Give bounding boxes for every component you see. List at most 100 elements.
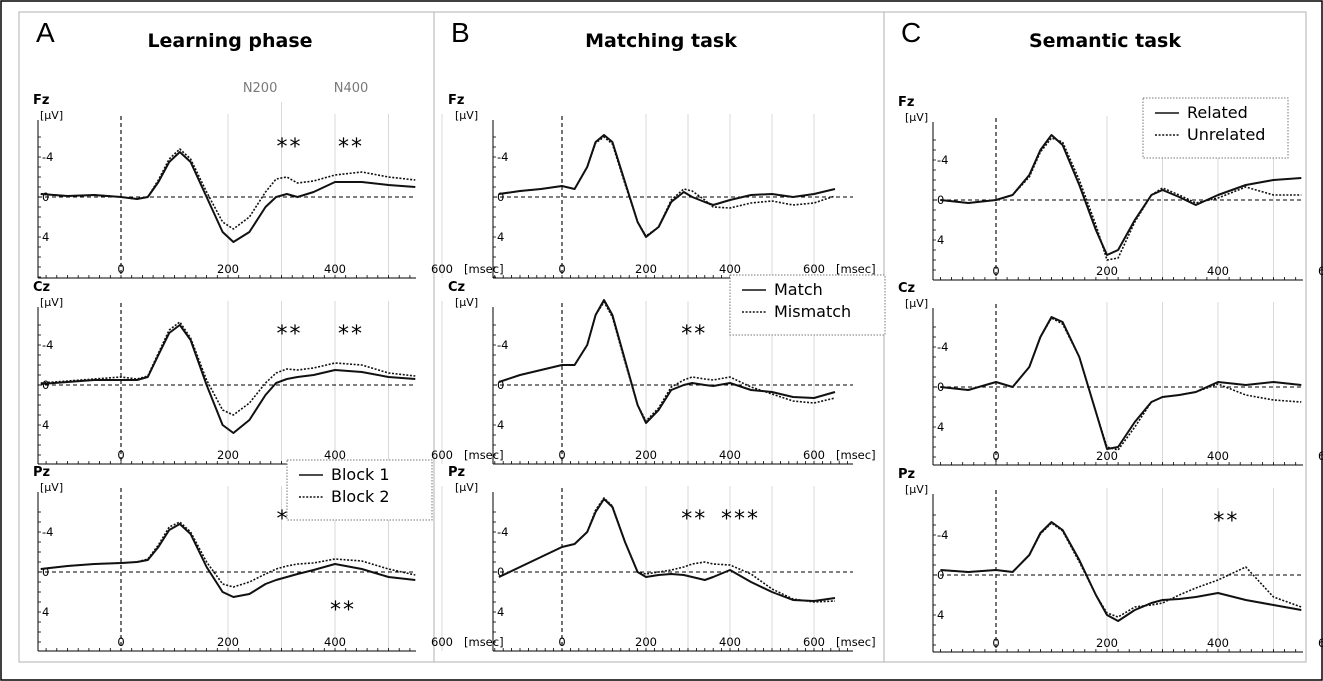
y-unit-label: [µV] xyxy=(905,297,928,310)
y-tick-label: 4 xyxy=(42,230,49,244)
channel-label: Pz xyxy=(898,467,915,482)
channel-label: Fz xyxy=(33,93,49,108)
y-tick-label: -4 xyxy=(937,153,948,167)
series-line-mismatch xyxy=(498,497,836,603)
channel-label: Pz xyxy=(33,465,50,480)
channel-label: Fz xyxy=(448,93,464,108)
x-tick-label: 600 xyxy=(1318,636,1323,650)
x-tick-label: 400 xyxy=(1207,636,1229,650)
x-tick-label: 600 xyxy=(803,262,825,276)
y-unit-label: [µV] xyxy=(40,109,63,122)
x-tick-label: 400 xyxy=(324,635,346,649)
x-tick-label: 0 xyxy=(558,262,565,276)
y-tick-label: -4 xyxy=(497,525,508,539)
legend-label: Mismatch xyxy=(774,302,851,321)
x-tick-label: 200 xyxy=(635,262,657,276)
x-tick-label: 600 xyxy=(803,635,825,649)
significance-mark: ** xyxy=(681,507,707,532)
y-unit-label: [µV] xyxy=(40,296,63,309)
y-tick-label: -4 xyxy=(497,338,508,352)
y-tick-label: -4 xyxy=(497,150,508,164)
component-label-n400: N400 xyxy=(334,81,369,96)
series-line-block-2 xyxy=(40,521,416,588)
significance-mark: ** xyxy=(277,322,303,347)
x-unit-label: [msec] xyxy=(464,448,504,462)
panel-title: Matching task xyxy=(585,30,737,52)
series-line-match xyxy=(498,134,836,238)
legend: Match Mismatch xyxy=(729,274,886,336)
channel-label: Fz xyxy=(898,95,914,110)
series-line-mismatch xyxy=(498,136,836,237)
y-tick-label: 4 xyxy=(937,233,944,247)
x-tick-label: 200 xyxy=(635,635,657,649)
legend-label: Match xyxy=(774,280,823,299)
y-tick-label: 4 xyxy=(497,230,504,244)
series-line-unrelated xyxy=(940,522,1302,618)
x-tick-label: 600 xyxy=(1318,264,1323,278)
significance-mark: ** xyxy=(330,598,356,623)
x-tick-label: 400 xyxy=(719,448,741,462)
x-tick-label: 600 xyxy=(803,448,825,462)
x-tick-label: 600 xyxy=(431,262,453,276)
significance-mark: ** xyxy=(338,135,364,160)
legend: Related Unrelated xyxy=(1142,97,1289,159)
legend-box xyxy=(286,459,433,521)
significance-mark: *** xyxy=(721,507,760,532)
channel-label: Pz xyxy=(448,465,465,480)
component-label-n200: N200 xyxy=(243,81,278,96)
x-unit-label: [msec] xyxy=(836,635,876,649)
y-tick-label: -4 xyxy=(937,528,948,542)
x-tick-label: 200 xyxy=(217,635,239,649)
x-tick-label: 400 xyxy=(719,262,741,276)
panel-title: Learning phase xyxy=(147,30,312,52)
x-unit-label: [msec] xyxy=(464,262,504,276)
x-tick-label: 400 xyxy=(324,262,346,276)
y-unit-label: [µV] xyxy=(40,481,63,494)
y-tick-label: 4 xyxy=(42,418,49,432)
x-unit-label: [msec] xyxy=(836,262,876,276)
series-line-block-2 xyxy=(40,321,416,416)
x-tick-label: 200 xyxy=(1096,636,1118,650)
y-tick-label: 4 xyxy=(42,605,49,619)
y-tick-label: -4 xyxy=(42,150,53,164)
y-unit-label: [µV] xyxy=(905,483,928,496)
y-tick-label: -4 xyxy=(42,525,53,539)
y-unit-label: [µV] xyxy=(455,481,478,494)
y-unit-label: [µV] xyxy=(905,111,928,124)
x-tick-label: 400 xyxy=(324,448,346,462)
y-unit-label: [µV] xyxy=(455,109,478,122)
x-tick-label: 600 xyxy=(1318,449,1323,463)
y-tick-label: 4 xyxy=(937,608,944,622)
series-line-mismatch xyxy=(498,301,836,422)
panel-letter: A xyxy=(36,17,55,48)
channel-Fz: Fz[µV]-4040200400600[msec]RelatedUnrelat… xyxy=(898,95,1323,281)
x-tick-label: 0 xyxy=(117,448,124,462)
channel-label: Cz xyxy=(898,281,915,296)
y-tick-label: -4 xyxy=(937,340,948,354)
series-line-unrelated xyxy=(940,317,1302,451)
legend-box xyxy=(729,274,886,336)
x-unit-label: [msec] xyxy=(836,448,876,462)
y-unit-label: [µV] xyxy=(455,296,478,309)
y-tick-label: 4 xyxy=(497,418,504,432)
panel-letter: C xyxy=(901,17,921,48)
x-tick-label: 0 xyxy=(992,636,999,650)
series-line-unrelated xyxy=(940,137,1302,261)
legend: Block 1 Block 2 xyxy=(286,459,433,521)
legend-label: Block 2 xyxy=(331,487,390,506)
x-tick-label: 0 xyxy=(117,262,124,276)
legend-label: Related xyxy=(1187,103,1248,122)
series-line-related xyxy=(940,134,1302,256)
legend-label: Unrelated xyxy=(1187,125,1265,144)
x-tick-label: 400 xyxy=(719,635,741,649)
legend-label: Block 1 xyxy=(331,465,390,484)
significance-mark: ** xyxy=(277,135,303,160)
